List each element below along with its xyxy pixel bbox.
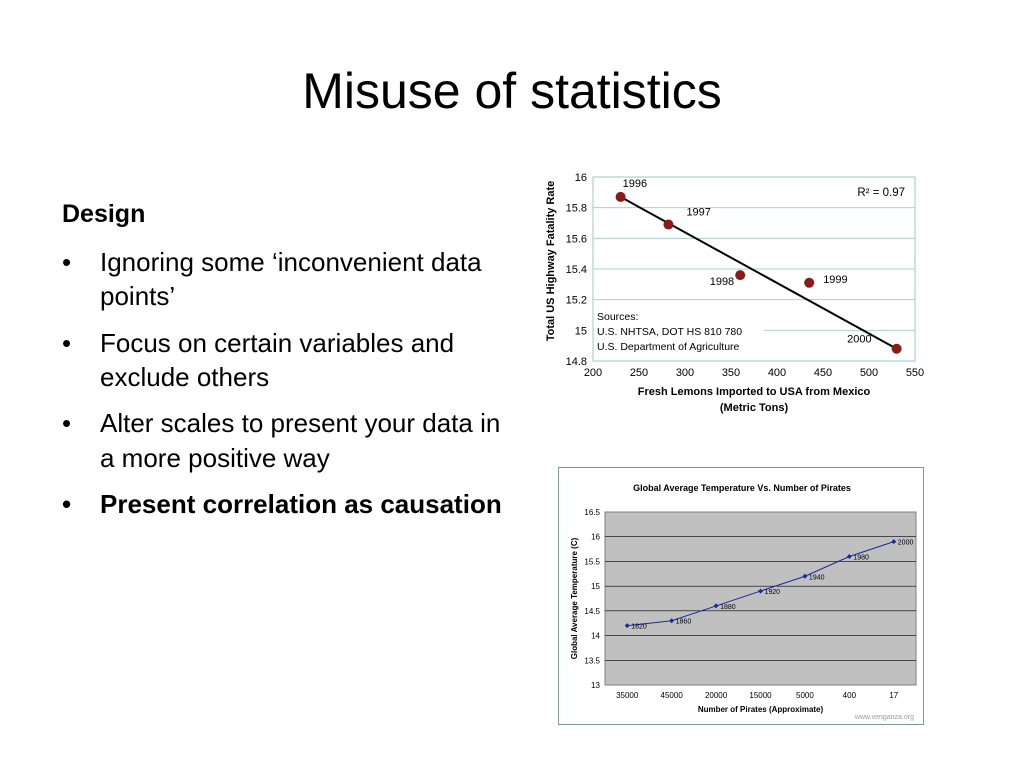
bullet-text: Present correlation as causation — [100, 488, 502, 519]
data-point — [713, 603, 719, 609]
x-axis-label: Number of Pirates (Approximate) — [698, 705, 824, 714]
bullet-list: • Ignoring some ‘inconvenient data points… — [62, 245, 502, 521]
y-tick-label: 15.2 — [566, 295, 587, 307]
bullet-item: • Alter scales to present your data in a … — [62, 406, 502, 475]
lemons-fatality-chart: 14.8 15 15.2 15.4 15.6 15.8 16 200 250 300 350 400 4… — [545, 172, 924, 414]
content-area: Design • Ignoring some ‘inconvenient data… — [62, 200, 502, 533]
point-label: 1996 — [623, 178, 647, 190]
y-tick-label: 13.5 — [584, 656, 600, 665]
y-tick-label: 14 — [591, 632, 600, 641]
point-label: 1997 — [686, 207, 710, 219]
data-point — [802, 573, 808, 579]
plot-area — [604, 511, 917, 686]
bullet-text: Focus on certain variables and exclude o… — [100, 327, 455, 392]
point-label: 1820 — [631, 624, 647, 631]
x-tick-label: 200 — [584, 367, 602, 379]
bullet-marker: • — [62, 408, 72, 439]
sources-text: U.S. Department of Agriculture — [597, 341, 740, 353]
bullet-item: • Ignoring some ‘inconvenient data points… — [62, 245, 502, 314]
bullet-item: • Focus on certain variables and exclude … — [62, 326, 502, 395]
x-tick-label: 15000 — [749, 691, 772, 700]
x-tick-label: 35000 — [616, 691, 639, 700]
data-point — [891, 343, 902, 354]
x-tick-label: 300 — [676, 367, 694, 379]
y-tick-label: 14.5 — [584, 607, 600, 616]
data-point — [663, 219, 674, 230]
y-tick-label: 15.4 — [566, 264, 587, 276]
x-tick-label: 20000 — [705, 691, 728, 700]
bullet-marker: • — [62, 488, 72, 519]
point-label: 1998 — [710, 276, 734, 288]
data-point — [891, 539, 897, 545]
y-tick-label: 16.5 — [584, 508, 600, 517]
temperature-pirates-chart: Global Average Temperature Vs. Number of… — [558, 467, 924, 725]
y-tick-label: 15.6 — [566, 233, 587, 245]
sources-text: Sources: — [597, 311, 638, 323]
x-tick-label: 450 — [814, 367, 832, 379]
y-tick-label: 16 — [591, 533, 600, 542]
point-label: 1860 — [676, 619, 692, 626]
point-label: 1920 — [765, 589, 781, 596]
data-point — [804, 277, 815, 288]
point-label: 1940 — [809, 574, 825, 581]
x-tick-label: 550 — [906, 367, 924, 379]
x-tick-label: 5000 — [796, 691, 814, 700]
section-heading: Design — [62, 200, 146, 228]
data-point — [846, 553, 852, 559]
bullet-marker: • — [62, 247, 72, 277]
point-label: 1880 — [720, 604, 736, 611]
sources-box — [594, 307, 764, 356]
slide-title: Misuse of statistics — [302, 63, 722, 119]
data-point — [615, 191, 626, 202]
y-tick-label: 14.8 — [566, 356, 587, 368]
x-tick-label: 400 — [843, 691, 857, 700]
bullet-text: Ignoring some ‘inconvenient data points’ — [100, 247, 482, 312]
y-tick-label: 16 — [575, 172, 587, 184]
y-tick-label: 13 — [591, 681, 600, 690]
y-tick-label: 15 — [591, 582, 600, 591]
watermark-text: www.venganza.org — [854, 714, 914, 721]
data-point — [758, 588, 763, 594]
x-tick-label: 500 — [860, 367, 878, 379]
point-label: 1999 — [823, 274, 847, 286]
x-axis-label: Fresh Lemons Imported to USA from Mexico — [638, 386, 871, 398]
x-tick-label: 250 — [630, 367, 648, 379]
x-tick-label: 45000 — [661, 691, 684, 700]
point-label: 2000 — [898, 540, 914, 547]
y-axis-label: Global Average Temperature (C) — [570, 537, 579, 659]
point-label: 1980 — [853, 554, 869, 561]
r-squared-label: R² = 0.97 — [857, 187, 905, 199]
y-axis-label: Total US Highway Fatality Rate — [545, 181, 557, 342]
chart-title: Global Average Temperature Vs. Number of… — [633, 483, 851, 493]
x-tick-label: 17 — [889, 691, 898, 700]
data-point — [735, 270, 746, 281]
x-tick-label: 400 — [768, 367, 786, 379]
y-tick-label: 15.8 — [566, 203, 587, 215]
x-tick-label: 350 — [722, 367, 740, 379]
y-tick-label: 15 — [575, 325, 587, 337]
bullet-text: Alter scales to present your data in a m… — [100, 408, 501, 473]
bullet-item: • Present correlation as causation — [62, 487, 502, 521]
data-point — [669, 618, 675, 624]
bullet-marker: • — [62, 327, 72, 358]
point-label: 2000 — [847, 334, 871, 346]
sources-text: U.S. NHTSA, DOT HS 810 780 — [597, 326, 742, 338]
y-tick-label: 15.5 — [584, 557, 600, 566]
x-axis-label-line2: (Metric Tons) — [720, 402, 789, 414]
data-point — [624, 623, 630, 629]
